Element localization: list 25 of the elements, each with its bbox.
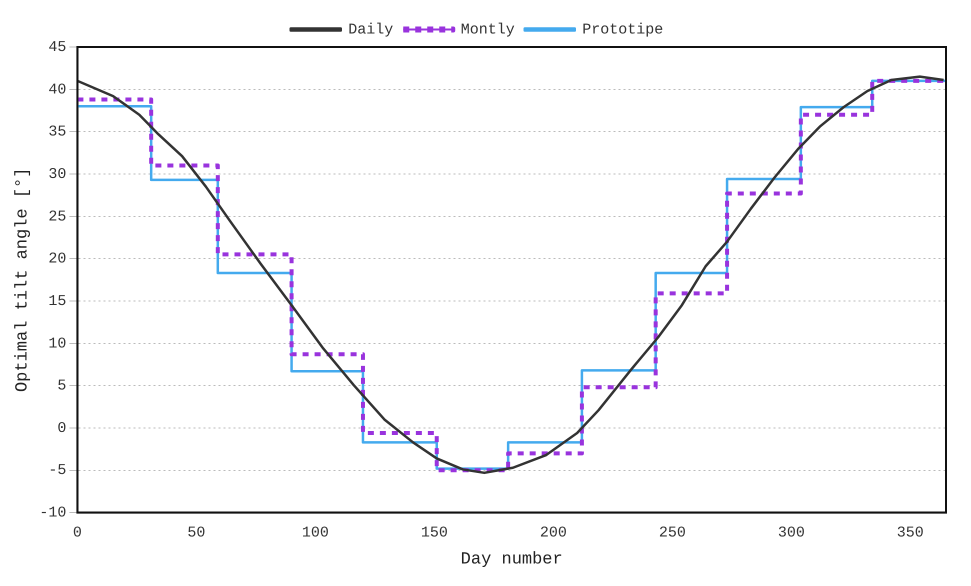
y-tick-label: 25: [48, 208, 66, 226]
y-tick-label: 30: [48, 166, 66, 183]
x-axis-title: Day number: [460, 550, 563, 570]
x-tick-label: 300: [778, 524, 805, 542]
y-tick-label: 35: [48, 124, 66, 141]
y-tick-label: 10: [48, 335, 66, 352]
x-tick-label: 50: [187, 524, 206, 542]
x-tick-label: 250: [658, 524, 686, 542]
y-tick-label: 20: [48, 250, 66, 268]
x-tick-label: 200: [540, 524, 567, 542]
y-tick-label: 45: [48, 38, 66, 56]
y-tick-label: 40: [48, 81, 66, 98]
legend-label: Prototipe: [582, 21, 664, 38]
y-tick-label: -10: [39, 504, 66, 522]
y-tick-label: 15: [48, 292, 66, 310]
legend-label: Daily: [348, 21, 394, 38]
y-tick-label: 5: [57, 378, 66, 395]
y-tick-label: -5: [48, 462, 66, 480]
legend-label: Montly: [460, 21, 515, 38]
y-tick-label: 0: [57, 420, 66, 437]
x-tick-label: 100: [302, 524, 329, 542]
y-axis-title: Optimal tilt angle [°]: [14, 168, 33, 392]
x-tick-label: 350: [896, 524, 924, 542]
x-tick-label: 0: [72, 524, 82, 542]
x-tick-label: 150: [420, 524, 448, 542]
